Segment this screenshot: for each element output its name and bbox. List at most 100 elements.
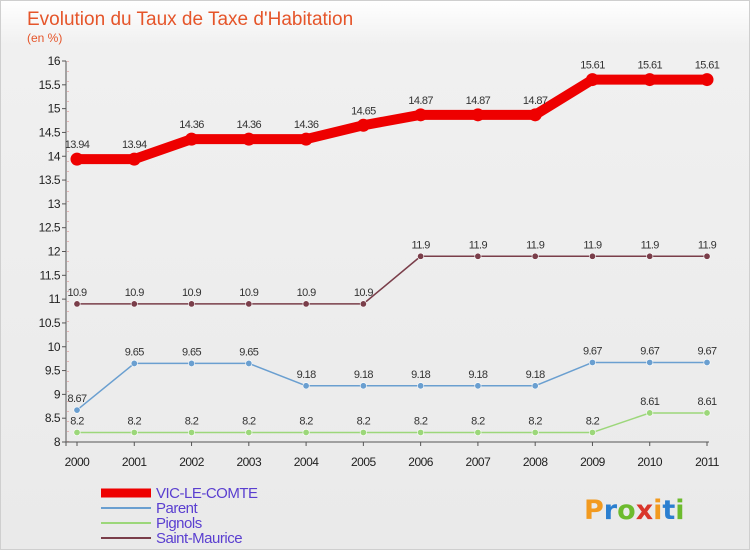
data-label: 11.9 — [583, 239, 602, 251]
data-label: 8.2 — [185, 415, 199, 427]
data-label: 10.9 — [297, 287, 316, 299]
data-label: 9.67 — [583, 345, 602, 357]
data-label: 8.2 — [357, 415, 371, 427]
data-point — [299, 132, 313, 146]
data-label: 9.18 — [526, 369, 545, 381]
data-label: 11.9 — [698, 239, 717, 251]
x-tick-label: 2009 — [580, 455, 606, 469]
data-point — [242, 132, 256, 146]
series-vic-le-comte: 13.94 13.94 14.36 14.36 14.36 14.65 14.87 14.87… — [65, 60, 720, 166]
data-label: 13.94 — [65, 139, 90, 151]
data-label: 10.9 — [354, 287, 373, 299]
y-tick-label: 13 — [48, 197, 61, 211]
data-point — [245, 428, 253, 436]
data-label: 9.65 — [239, 346, 258, 358]
data-label: 10.9 — [125, 287, 144, 299]
data-label: 8.67 — [67, 393, 86, 405]
series-parent: 8.67 9.65 9.65 9.65 9.18 9.18 9.18 9.18 9.18 9.67… — [67, 345, 718, 414]
data-label: 11.9 — [469, 239, 488, 251]
data-label: 11.9 — [526, 239, 545, 251]
data-label: 10.9 — [67, 287, 86, 299]
data-label: 11.9 — [412, 239, 431, 251]
data-point — [130, 428, 138, 436]
y-tick-label: 12 — [48, 245, 61, 259]
data-point — [646, 252, 654, 260]
data-label: 9.18 — [468, 369, 487, 381]
y-tick-label: 11.5 — [40, 268, 61, 282]
data-point — [700, 73, 714, 87]
series-layer: 10.9 10.9 10.9 10.9 10.9 10.9 11.9 11.9 11.9 11.9… — [65, 60, 720, 436]
legend-label: VIC-LE-COMTE — [156, 485, 258, 502]
data-point — [588, 428, 596, 436]
logo-letter: o — [617, 495, 636, 526]
data-point — [531, 252, 539, 260]
data-point — [417, 382, 425, 390]
logo-letter: i — [653, 495, 662, 526]
data-label: 15.61 — [580, 60, 605, 72]
x-tick-label: 2008 — [523, 455, 549, 469]
chart-title: Evolution du Taux de Taxe d'Habitation — [27, 9, 353, 30]
data-label: 14.36 — [179, 119, 204, 131]
data-label: 8.2 — [586, 415, 600, 427]
data-label: 11.9 — [641, 239, 660, 251]
data-point — [646, 358, 654, 366]
y-tick-label: 8 — [54, 435, 61, 449]
data-point — [531, 382, 539, 390]
series-line — [72, 74, 712, 165]
x-tick-label: 2002 — [179, 455, 205, 469]
x-tick-label: 2000 — [65, 455, 91, 469]
y-tick-label: 9 — [54, 387, 61, 401]
data-label: 8.61 — [640, 396, 659, 408]
data-point — [185, 132, 199, 146]
data-point — [302, 300, 310, 308]
data-label: 14.36 — [294, 119, 319, 131]
y-tick-label: 9.5 — [45, 364, 61, 378]
data-point — [188, 428, 196, 436]
logo-letter: P — [584, 495, 604, 526]
data-point — [531, 428, 539, 436]
logo-letter: i — [675, 495, 684, 526]
data-label: 9.67 — [697, 345, 716, 357]
data-point — [528, 108, 542, 122]
data-label: 8.2 — [414, 415, 428, 427]
logo-letter: t — [662, 495, 675, 526]
data-point — [417, 252, 425, 260]
data-label: 10.9 — [182, 287, 201, 299]
data-point — [588, 358, 596, 366]
data-label: 9.67 — [640, 345, 659, 357]
data-point — [588, 252, 596, 260]
logo-letter: r — [604, 495, 618, 526]
legend-label: Parent — [156, 500, 199, 517]
series-line — [76, 412, 708, 434]
x-tick-label: 2006 — [408, 455, 434, 469]
x-tick-label: 2007 — [466, 455, 492, 469]
x-tick-label: 2004 — [294, 455, 320, 469]
data-label: 8.2 — [528, 415, 542, 427]
data-point — [70, 152, 84, 166]
data-label: 14.87 — [466, 95, 491, 107]
x-tick-label: 2010 — [637, 455, 663, 469]
data-point — [130, 300, 138, 308]
data-label: 8.2 — [242, 415, 256, 427]
legend-label: Pignols — [156, 515, 202, 532]
data-label: 9.18 — [411, 369, 430, 381]
y-tick-label: 11 — [49, 292, 61, 306]
series-pignols: 8.2 8.2 8.2 8.2 8.2 8.2 8.2 8.2 8.2 8.2 8.61 8.61 — [70, 396, 718, 436]
chart-subtitle: (en %) — [27, 31, 62, 45]
data-label: 15.61 — [695, 60, 720, 72]
data-label: 8.2 — [299, 415, 313, 427]
x-tick-label: 2011 — [695, 455, 720, 469]
axes: 8 8.5 9 9.5 10 10.5 11 11.5 12 12.5 13 13.5 14 14.5 15… — [39, 54, 721, 469]
x-tick-label: 2001 — [122, 455, 148, 469]
x-tick-label: 2003 — [236, 455, 262, 469]
data-point — [703, 409, 711, 417]
data-point — [73, 300, 81, 308]
data-point — [414, 108, 428, 122]
data-point — [646, 409, 654, 417]
data-point — [474, 428, 482, 436]
y-tick-label: 8.5 — [45, 411, 61, 425]
data-point — [359, 300, 367, 308]
data-point — [188, 359, 196, 367]
data-point — [302, 428, 310, 436]
